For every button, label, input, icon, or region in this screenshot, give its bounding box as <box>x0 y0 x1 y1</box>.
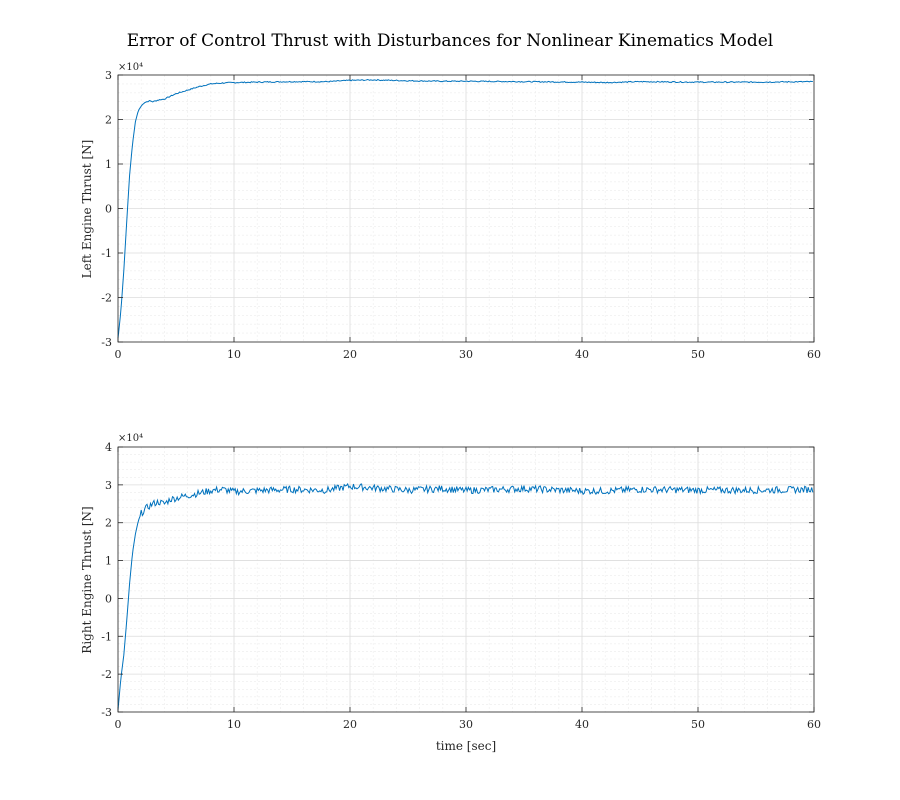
left-ytick-label: -3 <box>101 336 112 349</box>
left-xtick-label: 40 <box>575 348 589 361</box>
left-xtick-label: 60 <box>807 348 821 361</box>
right-ytick-label: -1 <box>101 630 112 643</box>
right-xtick-label: 60 <box>807 718 821 731</box>
right-xtick-label: 0 <box>115 718 122 731</box>
right-ytick-label: -3 <box>101 706 112 719</box>
left-ytick-label: 1 <box>105 158 112 171</box>
right-ytick-label: 3 <box>105 479 112 492</box>
right-xtick-label: 40 <box>575 718 589 731</box>
left-ytick-label: -1 <box>101 247 112 260</box>
left-engine-ylabel: Left Engine Thrust [N] <box>80 140 94 279</box>
right-engine-plot: 0 10 20 30 40 50 60 -3 -2 -1 0 1 2 3 4 <box>101 441 821 731</box>
right-thrust-series-line <box>117 482 814 711</box>
left-ytick-label: 3 <box>105 69 112 82</box>
right-ytick-label: -2 <box>101 668 112 681</box>
left-engine-plot: 0 10 20 30 40 50 60 -3 -2 -1 0 1 2 3 <box>101 69 821 361</box>
left-exponent-label: ×10⁴ <box>118 62 143 73</box>
right-engine-ylabel: Right Engine Thrust [N] <box>80 506 94 653</box>
left-ytick-label: 0 <box>105 203 112 216</box>
left-xtick-label: 50 <box>691 348 705 361</box>
left-xtick-label: 30 <box>459 348 473 361</box>
right-xtick-label: 20 <box>343 718 357 731</box>
left-ytick-label: 2 <box>105 114 112 127</box>
time-xlabel: time [sec] <box>436 739 496 753</box>
left-xtick-label: 10 <box>227 348 241 361</box>
left-xtick-label: 20 <box>343 348 357 361</box>
right-xtick-label: 50 <box>691 718 705 731</box>
chart-title: Error of Control Thrust with Disturbance… <box>127 31 773 51</box>
right-xtick-label: 10 <box>227 718 241 731</box>
left-ytick-label: -2 <box>101 292 112 305</box>
right-ytick-label: 0 <box>105 592 112 605</box>
right-ytick-label: 2 <box>105 517 112 530</box>
right-xtick-label: 30 <box>459 718 473 731</box>
right-ytick-label: 1 <box>105 555 112 568</box>
right-exponent-label: ×10⁴ <box>118 433 143 444</box>
right-ytick-label: 4 <box>105 441 112 454</box>
left-xtick-label: 0 <box>115 348 122 361</box>
left-thrust-series-line <box>117 78 813 339</box>
